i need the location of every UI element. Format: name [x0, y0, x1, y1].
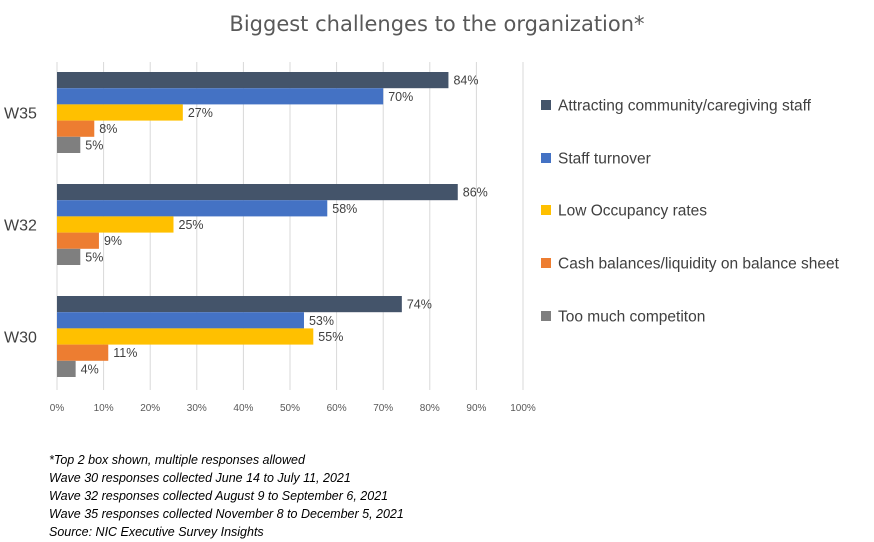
data-label: 86% [463, 186, 488, 200]
legend-swatch [541, 258, 551, 268]
data-label: 9% [104, 234, 122, 248]
bars [57, 72, 458, 377]
bar [57, 360, 76, 377]
data-label: 5% [85, 138, 103, 152]
data-label: 8% [99, 122, 117, 136]
x-tick-label: 70% [373, 403, 393, 414]
legend-label: Staff turnover [558, 151, 651, 168]
bar [57, 120, 95, 137]
bar [57, 248, 81, 265]
bar [57, 312, 304, 329]
footnotes: *Top 2 box shown, multiple responses all… [49, 451, 404, 541]
legend-label: Attracting community/caregiving staff [558, 98, 812, 115]
x-tick-label: 100% [510, 403, 536, 414]
bar [57, 344, 109, 361]
x-tick-label: 30% [187, 403, 207, 414]
footnote-line: Source: NIC Executive Survey Insights [49, 525, 264, 539]
bar [57, 296, 402, 313]
data-label: 25% [179, 218, 204, 232]
data-label: 55% [318, 330, 343, 344]
x-tick-label: 80% [420, 403, 440, 414]
category-label: W30 [4, 330, 37, 347]
data-label: 84% [453, 74, 478, 88]
bar [57, 136, 81, 153]
data-label: 53% [309, 314, 334, 328]
bar [57, 200, 328, 217]
bar-chart: 84%70%27%8%5%86%58%25%9%5%74%53%55%11%4%… [4, 62, 840, 414]
x-tick-label: 60% [327, 403, 347, 414]
x-tick-label: 40% [233, 403, 253, 414]
data-labels: 84%70%27%8%5%86%58%25%9%5%74%53%55%11%4% [81, 74, 488, 377]
legend-swatch [541, 311, 551, 321]
data-label: 5% [85, 250, 103, 264]
data-label: 74% [407, 298, 432, 312]
data-label: 58% [332, 202, 357, 216]
footnote-line: Wave 30 responses collected June 14 to J… [49, 471, 351, 485]
x-tick-label: 20% [140, 403, 160, 414]
category-label: W32 [4, 218, 37, 235]
data-label: 27% [188, 106, 213, 120]
x-tick-label: 50% [280, 403, 300, 414]
data-label: 11% [113, 346, 137, 360]
x-tick-labels: 0% 10% 20% 30% 40% 50% 60% 70% 80% 90% 100% [50, 403, 536, 414]
data-label: 70% [388, 90, 413, 104]
legend: Attracting community/caregiving staff Sta… [541, 98, 840, 326]
bar [57, 72, 449, 89]
chart-title: Biggest challenges to the organization* [229, 12, 645, 36]
bar [57, 328, 314, 345]
footnote-line: Wave 35 responses collected November 8 t… [49, 507, 404, 521]
legend-label: Too much competiton [558, 309, 705, 326]
bar [57, 184, 458, 201]
x-tick-label: 10% [94, 403, 114, 414]
x-tick-label: 0% [50, 403, 65, 414]
legend-label: Cash balances/liquidity on balance sheet [558, 256, 840, 273]
bar [57, 232, 99, 249]
legend-swatch [541, 100, 551, 110]
footnote-line: Wave 32 responses collected August 9 to … [49, 489, 389, 503]
x-tick-label: 90% [466, 403, 486, 414]
legend-swatch [541, 205, 551, 215]
data-label: 4% [81, 362, 99, 376]
legend-swatch [541, 153, 551, 163]
bar [57, 88, 384, 105]
category-label: W35 [4, 106, 37, 123]
bar [57, 104, 183, 121]
bar [57, 216, 174, 233]
category-labels: W35 W32 W30 [4, 106, 37, 347]
footnote-line: *Top 2 box shown, multiple responses all… [49, 453, 305, 467]
legend-label: Low Occupancy rates [558, 203, 707, 220]
